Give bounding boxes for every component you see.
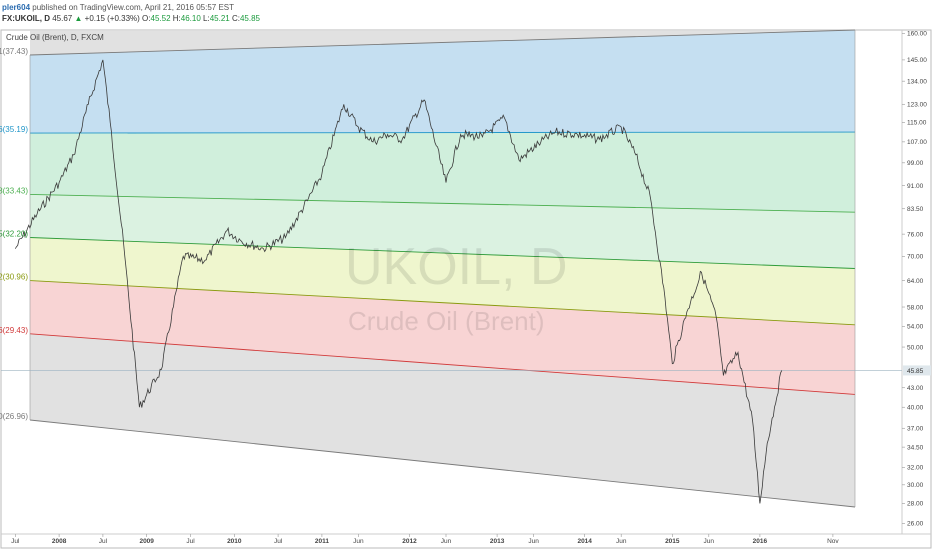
fib-band	[30, 194, 855, 269]
open-label: O:	[142, 14, 151, 23]
fib-band	[30, 333, 855, 507]
x-tick-label: Jun	[704, 538, 715, 545]
y-tick-label: 115.00	[907, 120, 927, 127]
last-price: 45.67	[52, 14, 73, 23]
fib-level-line[interactable]	[29, 237, 856, 269]
high-value: 46.10	[180, 14, 201, 23]
x-tick-label: Jul	[274, 538, 283, 545]
fib-level-label: 0.786(35.19)	[0, 125, 28, 134]
y-tick-label: 83.50	[907, 206, 924, 213]
fib-band	[30, 132, 855, 213]
x-tick-label: Jul	[11, 538, 20, 545]
fib-level-line[interactable]	[29, 280, 856, 326]
x-tick-label: Jun	[528, 538, 539, 545]
y-tick-label: 91.00	[907, 183, 924, 190]
up-arrow-icon: ▲	[74, 14, 83, 23]
close-value: 45.85	[239, 14, 260, 23]
fib-band	[30, 30, 855, 134]
watermark-name: Crude Oil (Brent)	[348, 306, 545, 336]
fib-level-line[interactable]	[29, 419, 856, 508]
close-label: C:	[231, 14, 240, 23]
y-tick-label: 32.00	[907, 465, 924, 472]
x-tick-label: 2014	[577, 538, 592, 545]
x-tick-label: 2016	[753, 538, 768, 545]
fib-level-line[interactable]	[29, 29, 856, 56]
fib-level-label: 0.618(33.43)	[0, 186, 28, 195]
y-tick-label: 43.00	[907, 385, 924, 392]
y-tick-label: 70.00	[907, 254, 924, 261]
x-tick-label: 2012	[402, 538, 417, 545]
y-tick-label: 123.00	[907, 102, 927, 109]
fib-level-line[interactable]	[29, 193, 856, 213]
x-tick-label: 2015	[665, 538, 680, 545]
x-tick-label: Nov	[827, 538, 839, 545]
high-label: H:	[172, 14, 181, 23]
y-tick-label: 26.00	[907, 521, 924, 528]
y-tick-label: 64.00	[907, 278, 924, 285]
author-link[interactable]: pler604	[2, 3, 31, 12]
x-tick-label: 2010	[227, 538, 242, 545]
time-axis[interactable]: Jul 2008 Jul 2009 Jul 2010 Jul 2011 Jun 2012 Jun 20…	[11, 534, 839, 545]
fib-band	[30, 237, 855, 325]
fib-level-label: 0.382(30.96)	[0, 273, 28, 282]
y-tick-label: 28.00	[907, 501, 924, 508]
y-tick-label: 30.00	[907, 482, 924, 489]
y-tick-label: 37.00	[907, 426, 924, 433]
price-series-line	[14, 59, 783, 504]
fib-level-line[interactable]	[29, 131, 856, 134]
fib-channel[interactable]	[29, 29, 856, 508]
y-tick-label: 134.00	[907, 78, 927, 85]
y-tick-label: 76.00	[907, 231, 924, 238]
fib-level-labels: 1(37.43) 0.786(35.19) 0.618(33.43) 0.5(32.2…	[0, 47, 28, 421]
fib-level-label: 0.236(29.43)	[0, 326, 28, 335]
y-tick-label: 145.00	[907, 57, 927, 64]
open-value: 45.52	[150, 14, 171, 23]
fib-band	[30, 280, 855, 395]
fib-level-label: 1(37.43)	[0, 47, 28, 56]
fib-level-label: 0.5(32.20)	[0, 230, 28, 239]
y-tick-label: 50.00	[907, 344, 924, 351]
published-text: published on TradingView.com, April 21, …	[32, 3, 235, 12]
symbol-watermark: UKOIL, D Crude Oil (Brent)	[345, 238, 568, 336]
last-price-tag	[903, 365, 931, 376]
x-tick-label: 2013	[490, 538, 505, 545]
fib-level-label: 0(26.96)	[0, 412, 28, 421]
symbol-name: FX:UKOIL, D	[2, 14, 50, 23]
low-value: 45.21	[209, 14, 230, 23]
last-price-label: 45.85	[907, 368, 924, 375]
y-tick-label: 34.50	[907, 444, 924, 451]
y-tick-label: 54.00	[907, 324, 924, 331]
publish-info: pler604 published on TradingView.com, Ap…	[2, 3, 234, 13]
x-tick-label: 2009	[139, 538, 154, 545]
chart-title: Crude Oil (Brent), D, FXCM	[6, 33, 104, 42]
x-tick-label: 2011	[315, 538, 329, 545]
x-tick-label: Jul	[186, 538, 195, 545]
y-tick-label: 40.00	[907, 405, 924, 412]
y-tick-label: 58.00	[907, 304, 924, 311]
y-tick-label: 107.00	[907, 139, 927, 146]
price-axis[interactable]: 160.00 145.00 134.00 123.00 115.00 107.00 99.0…	[902, 31, 931, 528]
fib-level-line[interactable]	[29, 333, 856, 395]
y-tick-label: 160.00	[907, 31, 927, 38]
y-tick-label: 99.00	[907, 160, 924, 167]
low-label: L:	[203, 14, 210, 23]
x-tick-label: Jun	[616, 538, 627, 545]
x-tick-label: 2008	[52, 538, 67, 545]
x-tick-label: Jun	[441, 538, 452, 545]
x-tick-label: Jul	[99, 538, 108, 545]
symbol-line: FX:UKOIL, D 45.67 ▲ +0.15 (+0.33%) O:45.…	[2, 14, 260, 24]
x-tick-label: Jun	[353, 538, 364, 545]
price-change: +0.15 (+0.33%)	[84, 14, 140, 23]
watermark-symbol: UKOIL, D	[345, 238, 568, 296]
